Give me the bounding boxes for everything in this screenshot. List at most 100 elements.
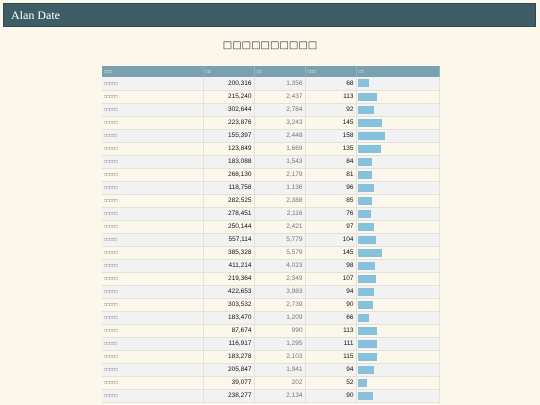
table-row: □□□□□ 385,328 5,579 145 <box>102 246 440 260</box>
row-value-3: 145 <box>305 116 357 130</box>
row-value-1: 183,278 <box>203 350 255 364</box>
row-bar-cell <box>356 363 440 377</box>
row-bar <box>357 352 377 361</box>
row-bar-cell <box>356 207 440 221</box>
app-header: Alan Date <box>3 3 536 27</box>
row-bar <box>357 287 374 296</box>
row-value-3: 158 <box>305 129 357 143</box>
row-name: □□□□□ <box>102 337 204 351</box>
row-value-1: 219,364 <box>203 272 255 286</box>
row-bar <box>357 378 367 387</box>
row-value-1: 422,653 <box>203 285 255 299</box>
row-name: □□□□□ <box>102 233 204 247</box>
row-value-1: 385,328 <box>203 246 255 260</box>
row-bar <box>357 131 385 140</box>
row-name: □□□□□ <box>102 116 204 130</box>
row-bar <box>357 326 377 335</box>
row-bar <box>357 118 382 127</box>
row-bar <box>357 183 374 192</box>
table-row: □□□□□ 238,277 2,134 90 <box>102 389 440 403</box>
row-value-1: 223,876 <box>203 116 255 130</box>
row-bar <box>357 235 376 244</box>
table-row: □□□□□ 250,144 2,421 97 <box>102 220 440 234</box>
table-row: □□□□□ 205,847 1,941 94 <box>102 363 440 377</box>
table-row: □□□□□ 302,644 2,784 92 <box>102 103 440 117</box>
row-value-3: 96 <box>305 181 357 195</box>
row-bar <box>357 261 375 270</box>
row-name: □□□□□ <box>102 285 204 299</box>
row-value-3: 92 <box>305 103 357 117</box>
row-bar-cell <box>356 298 440 312</box>
column-header-1[interactable]: □□ <box>203 66 255 77</box>
row-value-1: 303,532 <box>203 298 255 312</box>
table-header-row: □□□ □□ □□ □□□ □□ <box>102 66 440 77</box>
row-value-2: 2,784 <box>254 103 306 117</box>
row-bar-cell <box>356 376 440 390</box>
row-value-2: 3,243 <box>254 116 306 130</box>
row-value-3: 52 <box>305 376 357 390</box>
row-bar-cell <box>356 259 440 273</box>
row-value-3: 81 <box>305 168 357 182</box>
row-value-2: 1,669 <box>254 142 306 156</box>
row-value-1: 39,077 <box>203 376 255 390</box>
row-name: □□□□□ <box>102 376 204 390</box>
row-bar <box>357 170 372 179</box>
row-bar-cell <box>356 350 440 364</box>
table-row: □□□□□ 303,532 2,739 90 <box>102 298 440 312</box>
row-name: □□□□□ <box>102 103 204 117</box>
row-bar-cell <box>356 285 440 299</box>
table-row: □□□□□ 183,088 1,543 84 <box>102 155 440 169</box>
row-value-2: 1,941 <box>254 363 306 377</box>
row-bar-cell <box>356 246 440 260</box>
row-value-2: 2,739 <box>254 298 306 312</box>
row-bar <box>357 144 381 153</box>
row-bar-cell <box>356 116 440 130</box>
table-row: □□□□□ 223,876 3,243 145 <box>102 116 440 130</box>
row-bar-cell <box>356 389 440 403</box>
row-bar-cell <box>356 233 440 247</box>
row-bar-cell <box>356 142 440 156</box>
row-bar <box>357 313 369 322</box>
row-value-2: 2,421 <box>254 220 306 234</box>
row-bar-cell <box>356 272 440 286</box>
row-value-1: 282,525 <box>203 194 255 208</box>
row-value-2: 1,295 <box>254 337 306 351</box>
row-value-3: 111 <box>305 337 357 351</box>
table-row: □□□□□ 123,849 1,669 135 <box>102 142 440 156</box>
row-bar <box>357 157 372 166</box>
row-name: □□□□□ <box>102 90 204 104</box>
table-row: □□□□□ 215,240 2,437 113 <box>102 90 440 104</box>
table-row: □□□□□ 278,451 2,116 76 <box>102 207 440 221</box>
column-header-bar[interactable]: □□ <box>356 66 440 77</box>
row-value-1: 87,674 <box>203 324 255 338</box>
row-value-3: 68 <box>305 77 357 91</box>
row-name: □□□□□ <box>102 168 204 182</box>
table-row: □□□□□ 39,077 202 52 <box>102 376 440 390</box>
row-value-3: 66 <box>305 311 357 325</box>
app-title: Alan Date <box>11 8 60 22</box>
row-value-3: 76 <box>305 207 357 221</box>
row-value-1: 278,451 <box>203 207 255 221</box>
column-header-2[interactable]: □□ <box>254 66 306 77</box>
table-row: □□□□□ 219,364 2,349 107 <box>102 272 440 286</box>
table-row: □□□□□ 200,316 1,356 68 <box>102 77 440 91</box>
row-bar <box>357 248 382 257</box>
row-value-1: 250,144 <box>203 220 255 234</box>
row-value-2: 1,356 <box>254 77 306 91</box>
row-value-1: 200,316 <box>203 77 255 91</box>
column-header-3[interactable]: □□□ <box>305 66 357 77</box>
column-header-name[interactable]: □□□ <box>102 66 204 77</box>
row-value-2: 3,983 <box>254 285 306 299</box>
row-name: □□□□□ <box>102 194 204 208</box>
table-row: □□□□□ 87,674 990 113 <box>102 324 440 338</box>
row-name: □□□□□ <box>102 350 204 364</box>
row-value-1: 268,130 <box>203 168 255 182</box>
row-value-2: 5,779 <box>254 233 306 247</box>
data-table: □□□ □□ □□ □□□ □□ □□□□□ 200,316 1,356 68 □□□□… <box>102 66 440 403</box>
row-bar <box>357 274 376 283</box>
row-value-1: 155,397 <box>203 129 255 143</box>
row-value-2: 2,116 <box>254 207 306 221</box>
row-name: □□□□□ <box>102 259 204 273</box>
row-value-2: 2,388 <box>254 194 306 208</box>
row-value-3: 135 <box>305 142 357 156</box>
